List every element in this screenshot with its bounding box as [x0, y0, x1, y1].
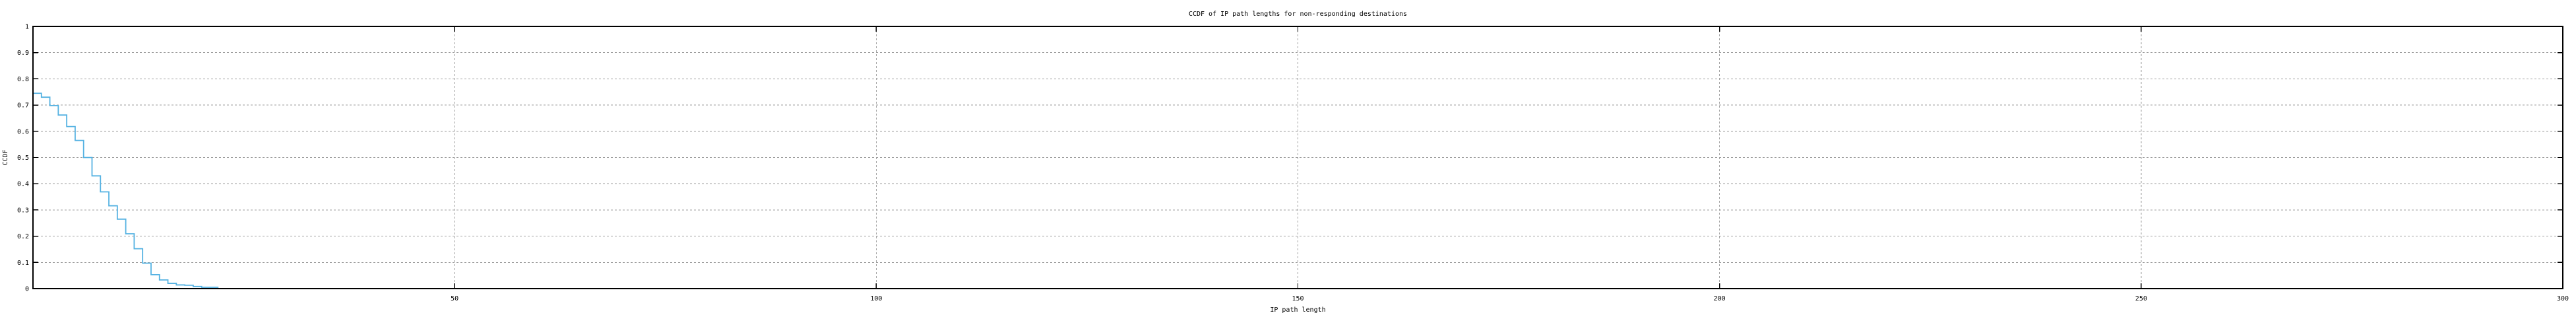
- y-tick-label: 1: [25, 24, 29, 31]
- y-tick-label: 0.8: [17, 76, 29, 83]
- x-tick-label: 100: [870, 295, 882, 302]
- grid-layer: [33, 26, 2563, 289]
- x-tick-label: 50: [451, 295, 458, 302]
- x-tick-label: 300: [2557, 295, 2569, 302]
- x-tick-label: 150: [1292, 295, 1304, 302]
- y-tick-label: 0.1: [17, 260, 29, 267]
- x-tick-label: 250: [2135, 295, 2147, 302]
- y-tick-label: 0.7: [17, 102, 29, 110]
- ccdf-curve: [33, 92, 219, 288]
- y-tick-label: 0.5: [17, 155, 29, 162]
- plot-border: [32, 26, 2563, 289]
- y-axis-label: CCDF: [2, 149, 9, 165]
- y-tick-label: 0.4: [17, 181, 29, 188]
- y-tick-label: 0.2: [17, 233, 29, 240]
- y-tick-label: 0.3: [17, 207, 29, 214]
- y-tick-label: 0.6: [17, 128, 29, 135]
- x-tick-label: 200: [1714, 295, 1726, 302]
- y-tick-label: 0: [25, 286, 29, 293]
- y-tick-label: 0.9: [17, 50, 29, 57]
- x-axis-label: IP path length: [1270, 306, 1325, 314]
- chart-title: CCDF of IP path lengths for non-respondi…: [1189, 11, 1407, 18]
